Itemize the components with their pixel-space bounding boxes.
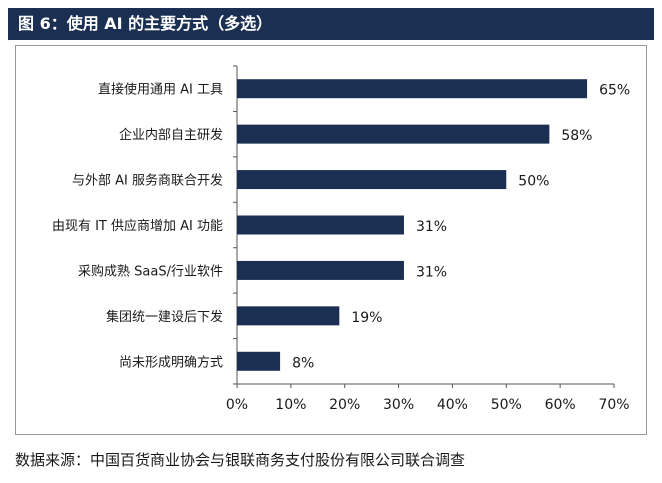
horizontal-bar-chart: 0% 10% 20% 30% 40% 50% 60% 70% 直接使用通用 AI 工具 65% 企业…: [52, 65, 630, 413]
category-label: 集团统一建设后下发: [106, 309, 223, 325]
figure-title: 图 6：使用 AI 的主要方式（多选）: [8, 8, 654, 40]
x-tick-label: 10%: [275, 397, 306, 413]
chart-frame: [15, 45, 647, 435]
value-label: 31%: [416, 219, 447, 235]
bar: [237, 351, 281, 371]
value-label: 19%: [351, 310, 382, 326]
category-label: 直接使用通用 AI 工具: [98, 82, 223, 98]
x-tick-label: 60%: [545, 397, 576, 413]
value-label: 65%: [599, 83, 630, 99]
bar: [237, 306, 340, 326]
x-tick-label: 50%: [491, 397, 522, 413]
x-tick-label: 40%: [437, 397, 468, 413]
data-source-note: 数据来源：中国百货商业协会与银联商务支付股份有限公司联合调查: [15, 451, 466, 469]
x-tick-label: 20%: [329, 397, 360, 413]
category-label: 尚未形成明确方式: [119, 354, 223, 370]
x-tick-label: 0%: [226, 397, 248, 413]
x-tick-label: 30%: [383, 397, 414, 413]
value-label: 50%: [518, 174, 549, 190]
category-label: 企业内部自主研发: [119, 127, 223, 143]
category-label: 与外部 AI 服务商联合开发: [72, 173, 223, 189]
category-label: 由现有 IT 供应商增加 AI 功能: [52, 218, 223, 234]
category-label: 采购成熟 SaaS/行业软件: [78, 263, 223, 279]
bar: [237, 215, 404, 235]
bar: [237, 124, 550, 144]
bar: [237, 260, 404, 280]
value-label: 31%: [416, 264, 447, 280]
value-label: 58%: [561, 128, 592, 144]
bar: [237, 79, 588, 99]
bar: [237, 170, 507, 190]
x-tick-label: 70%: [598, 397, 629, 413]
value-label: 8%: [292, 355, 314, 371]
